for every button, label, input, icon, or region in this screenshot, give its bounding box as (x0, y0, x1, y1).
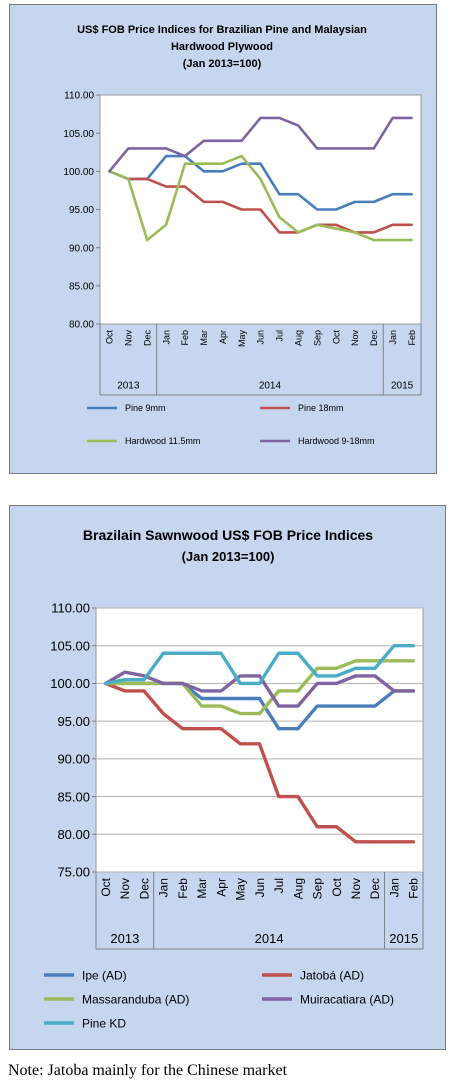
x-tick-label: Nov (124, 330, 134, 347)
x-tick-label: Dec (142, 330, 152, 347)
y-tick-label: 90.00 (69, 243, 94, 254)
y-tick-label: 105.00 (63, 129, 94, 140)
x-tick-label: Jul (275, 330, 285, 342)
y-tick-label: 100.00 (63, 167, 94, 178)
x-tick-label: Sep (311, 878, 325, 900)
x-tick-label: Sep (312, 330, 322, 346)
series-line-3 (108, 116, 413, 173)
year-label: 2015 (389, 931, 418, 946)
legend-label-1: Jatobá (AD) (300, 968, 364, 982)
legend-label-4: Pine KD (82, 1016, 126, 1030)
x-tick-label: Jan (387, 878, 401, 897)
x-tick-label: Nov (350, 330, 360, 347)
x-tick-label: Oct (99, 877, 113, 896)
y-tick-label: 85.00 (57, 789, 90, 804)
x-tick-label: Dec (368, 878, 382, 899)
year-label: 2014 (259, 381, 282, 392)
x-tick-label: Jul (272, 878, 286, 893)
legend-label-0: Ipe (AD) (82, 968, 127, 982)
year-label: 2015 (391, 381, 414, 392)
chart-title-line2: Hardwood Plywood (171, 41, 273, 53)
y-tick-label: 100.00 (50, 676, 90, 691)
y-tick-label: 85.00 (69, 281, 94, 292)
series-line-4 (103, 644, 416, 686)
series-line-1 (108, 170, 413, 234)
x-tick-label: Jan (388, 330, 398, 345)
sawnwood-chart: Brazilain Sawnwood US$ FOB Price Indices… (44, 527, 424, 1030)
y-tick-label: 80.00 (69, 320, 94, 331)
series-line-0 (108, 154, 413, 211)
x-tick-label: Aug (291, 878, 305, 899)
y-tick-label: 105.00 (50, 638, 90, 653)
x-tick-label: Feb (407, 878, 421, 899)
series-line-1 (103, 681, 416, 844)
x-tick-label: Mar (195, 878, 209, 899)
x-tick-label: Oct (330, 877, 344, 896)
x-tick-label: May (237, 330, 247, 348)
x-tick-label: Mar (199, 330, 209, 346)
y-tick-label: 110.00 (64, 91, 94, 102)
chart-subtitle: (Jan 2013=100) (182, 549, 275, 564)
legend-label-1: Pine 18mm (298, 403, 344, 413)
y-tick-label: 80.00 (57, 827, 90, 842)
y-tick-label: 75.00 (57, 865, 90, 880)
x-tick-label: Nov (349, 878, 363, 899)
sawnwood-chart-panel: Brazilain Sawnwood US$ FOB Price Indices… (9, 505, 446, 1050)
x-tick-label: Jun (256, 330, 266, 345)
x-tick-label: Apr (218, 330, 228, 344)
x-tick-label: Dec (369, 330, 379, 347)
x-tick-label: May (234, 878, 248, 901)
year-label: 2013 (110, 931, 139, 946)
plywood-chart: US$ FOB Price Indices for Brazilian Pine… (63, 24, 422, 446)
chart-subtitle: (Jan 2013=100) (183, 58, 262, 70)
legend-label-0: Pine 9mm (125, 403, 166, 413)
series-line-3 (103, 670, 416, 708)
x-tick-label: Oct (105, 330, 115, 345)
year-label: 2013 (117, 381, 140, 392)
legend-label-3: Hardwood 9-18mm (298, 436, 375, 446)
y-tick-label: 95.00 (69, 205, 94, 216)
x-tick-label: Apr (214, 878, 228, 897)
x-tick-label: Jun (253, 878, 267, 897)
plot-area (95, 607, 424, 873)
x-tick-label: Jan (161, 330, 171, 345)
chart-title: Brazilain Sawnwood US$ FOB Price Indices (83, 527, 373, 543)
footnote: Note: Jatoba mainly for the Chinese mark… (8, 1062, 288, 1079)
y-tick-label: 95.00 (57, 714, 90, 729)
legend-label-3: Muiracatiara (AD) (300, 992, 394, 1006)
x-tick-label: Feb (176, 878, 190, 899)
x-tick-label: Aug (294, 330, 304, 346)
x-tick-label: Nov (118, 878, 132, 899)
x-tick-label: Dec (137, 878, 151, 899)
chart-title: US$ FOB Price Indices for Brazilian Pine… (77, 24, 367, 36)
series-line-2 (103, 659, 416, 716)
x-tick-label: Feb (407, 330, 417, 346)
x-tick-label: Oct (331, 330, 341, 345)
y-tick-label: 110.00 (51, 601, 90, 616)
series-line-2 (108, 154, 413, 242)
x-tick-label: Jan (157, 878, 171, 897)
legend-label-2: Massaranduba (AD) (82, 992, 189, 1006)
legend-label-2: Hardwood 11.5mm (125, 436, 200, 446)
plywood-chart-panel: US$ FOB Price Indices for Brazilian Pine… (9, 4, 437, 474)
x-tick-label: Feb (180, 330, 190, 346)
year-label: 2014 (255, 931, 284, 946)
y-tick-label: 90.00 (57, 752, 90, 767)
